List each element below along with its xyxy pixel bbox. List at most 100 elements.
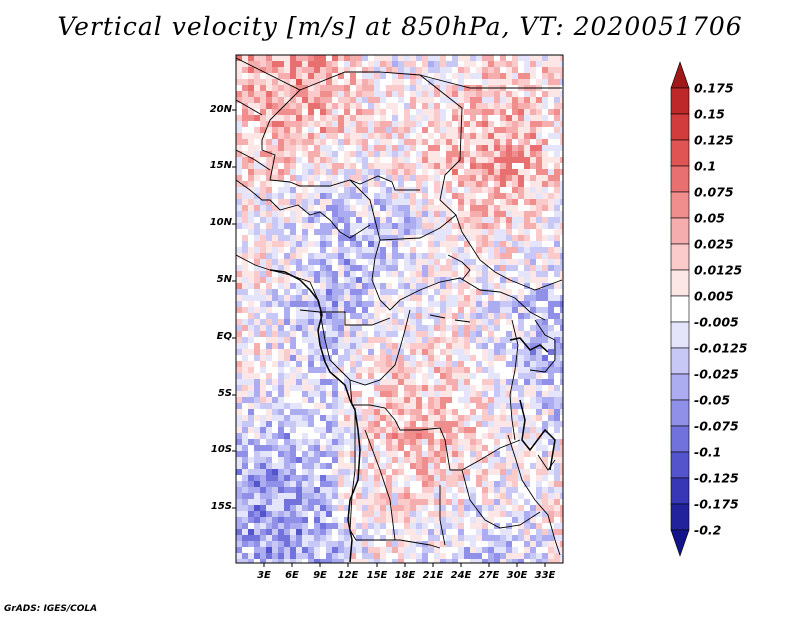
- field-cell: [536, 235, 542, 241]
- field-cell: [380, 463, 386, 469]
- field-cell: [440, 79, 446, 85]
- field-cell: [284, 469, 290, 475]
- field-cell: [506, 511, 512, 517]
- field-cell: [380, 325, 386, 331]
- field-cell: [356, 475, 362, 481]
- field-cell: [536, 523, 542, 529]
- field-cell: [314, 169, 320, 175]
- field-cell: [434, 91, 440, 97]
- field-cell: [356, 511, 362, 517]
- field-cell: [452, 67, 458, 73]
- field-cell: [260, 241, 266, 247]
- field-cell: [416, 487, 422, 493]
- field-cell: [458, 253, 464, 259]
- field-cell: [284, 175, 290, 181]
- field-cell: [500, 277, 506, 283]
- field-cell: [458, 79, 464, 85]
- field-cell: [236, 445, 242, 451]
- field-cell: [548, 553, 554, 559]
- field-cell: [350, 385, 356, 391]
- field-cell: [248, 205, 254, 211]
- field-cell: [242, 127, 248, 133]
- field-cell: [260, 319, 266, 325]
- field-cell: [458, 385, 464, 391]
- field-cell: [470, 67, 476, 73]
- field-cell: [458, 529, 464, 535]
- field-cell: [356, 343, 362, 349]
- field-cell: [242, 331, 248, 337]
- field-cell: [512, 133, 518, 139]
- field-cell: [386, 409, 392, 415]
- field-cell: [422, 505, 428, 511]
- field-cell: [452, 361, 458, 367]
- field-cell: [344, 481, 350, 487]
- field-cell: [308, 325, 314, 331]
- field-cell: [416, 283, 422, 289]
- field-cell: [446, 127, 452, 133]
- field-cell: [284, 277, 290, 283]
- field-cell: [380, 409, 386, 415]
- field-cell: [446, 319, 452, 325]
- field-cell: [242, 529, 248, 535]
- field-cell: [260, 463, 266, 469]
- field-cell: [338, 355, 344, 361]
- field-cell: [308, 433, 314, 439]
- field-cell: [320, 475, 326, 481]
- field-cell: [536, 133, 542, 139]
- field-cell: [452, 175, 458, 181]
- field-cell: [344, 97, 350, 103]
- field-cell: [386, 421, 392, 427]
- field-cell: [488, 271, 494, 277]
- field-cell: [356, 385, 362, 391]
- field-cell: [530, 361, 536, 367]
- field-cell: [266, 325, 272, 331]
- field-cell: [518, 343, 524, 349]
- field-cell: [518, 223, 524, 229]
- field-cell: [398, 511, 404, 517]
- field-cell: [464, 109, 470, 115]
- field-cell: [350, 247, 356, 253]
- field-cell: [338, 265, 344, 271]
- field-cell: [368, 343, 374, 349]
- field-cell: [290, 157, 296, 163]
- field-cell: [416, 385, 422, 391]
- field-cell: [368, 433, 374, 439]
- field-cell: [362, 487, 368, 493]
- field-cell: [530, 331, 536, 337]
- field-cell: [446, 313, 452, 319]
- field-cell: [278, 397, 284, 403]
- field-cell: [524, 457, 530, 463]
- field-cell: [536, 535, 542, 541]
- field-cell: [440, 331, 446, 337]
- field-cell: [512, 79, 518, 85]
- field-cell: [560, 445, 563, 451]
- field-cell: [320, 499, 326, 505]
- field-cell: [332, 61, 338, 67]
- field-cell: [416, 433, 422, 439]
- field-cell: [524, 67, 530, 73]
- field-cell: [356, 205, 362, 211]
- field-cell: [506, 151, 512, 157]
- field-cell: [242, 493, 248, 499]
- field-cell: [344, 313, 350, 319]
- field-cell: [524, 331, 530, 337]
- field-cell: [440, 283, 446, 289]
- field-cell: [422, 385, 428, 391]
- field-cell: [458, 553, 464, 559]
- field-cell: [248, 331, 254, 337]
- field-cell: [560, 259, 563, 265]
- field-cell: [344, 193, 350, 199]
- field-cell: [422, 475, 428, 481]
- field-cell: [272, 553, 278, 559]
- field-cell: [536, 157, 542, 163]
- field-cell: [338, 325, 344, 331]
- field-cell: [476, 379, 482, 385]
- field-cell: [332, 265, 338, 271]
- field-cell: [392, 133, 398, 139]
- field-cell: [410, 547, 416, 553]
- field-cell: [242, 67, 248, 73]
- field-cell: [368, 175, 374, 181]
- field-cell: [236, 169, 242, 175]
- field-cell: [284, 463, 290, 469]
- field-cell: [374, 559, 380, 563]
